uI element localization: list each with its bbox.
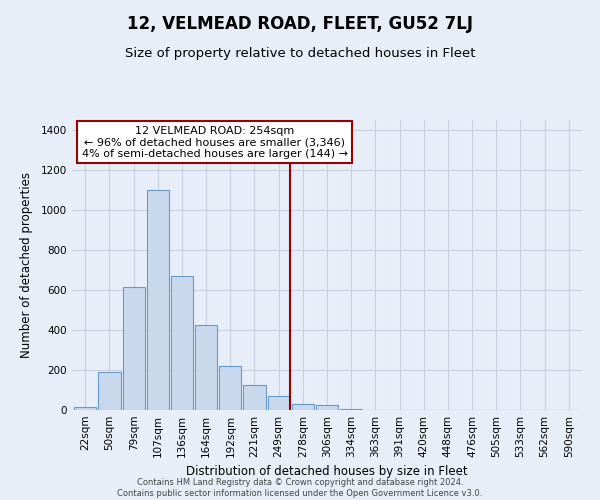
Y-axis label: Number of detached properties: Number of detached properties xyxy=(20,172,32,358)
Bar xyxy=(74,407,97,410)
Bar xyxy=(146,190,169,410)
Text: 12, VELMEAD ROAD, FLEET, GU52 7LJ: 12, VELMEAD ROAD, FLEET, GU52 7LJ xyxy=(127,15,473,33)
Bar xyxy=(219,366,241,410)
Bar xyxy=(122,287,145,410)
Text: Size of property relative to detached houses in Fleet: Size of property relative to detached ho… xyxy=(125,48,475,60)
Bar xyxy=(340,409,362,410)
Bar xyxy=(268,396,290,410)
Bar xyxy=(98,372,121,410)
Bar xyxy=(244,385,266,410)
Text: Contains HM Land Registry data © Crown copyright and database right 2024.
Contai: Contains HM Land Registry data © Crown c… xyxy=(118,478,482,498)
Bar xyxy=(316,405,338,410)
Text: 12 VELMEAD ROAD: 254sqm
← 96% of detached houses are smaller (3,346)
4% of semi-: 12 VELMEAD ROAD: 254sqm ← 96% of detache… xyxy=(82,126,348,159)
X-axis label: Distribution of detached houses by size in Fleet: Distribution of detached houses by size … xyxy=(186,466,468,478)
Bar xyxy=(195,325,217,410)
Bar xyxy=(171,276,193,410)
Bar xyxy=(292,404,314,410)
